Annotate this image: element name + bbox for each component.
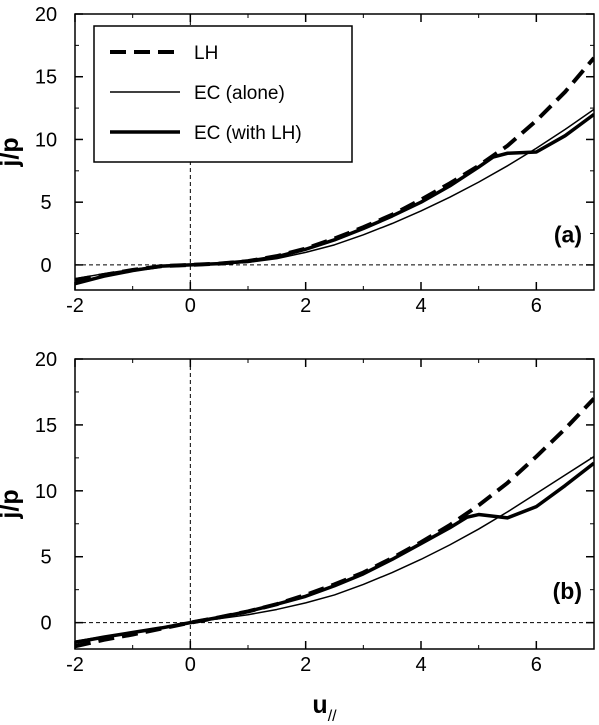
x-tick-label: 0	[185, 295, 196, 317]
x-tick-label: 6	[531, 654, 542, 676]
y-tick-label: 5	[40, 192, 51, 214]
panel-a: -2 0 2 4 6 0 5 10 15 20 j/p (a) LH EC (alone) EC (with…	[0, 4, 595, 317]
y-tick-label: 0	[40, 613, 51, 635]
y-axis-label: j/p	[0, 137, 24, 167]
panel-label: (a)	[554, 221, 582, 247]
x-tick-label: 2	[300, 654, 311, 676]
series-group	[75, 56, 594, 286]
y-tick-label: 15	[35, 415, 57, 437]
legend: LH EC (alone) EC (with LH)	[93, 25, 353, 163]
plot-frame	[74, 358, 595, 650]
x-axis-label: u//	[312, 691, 337, 725]
legend-entry-label: LH	[194, 43, 218, 64]
y-tick-label: 20	[35, 349, 57, 371]
y-tick-label: 0	[40, 255, 51, 277]
series-group	[75, 397, 594, 649]
x-tick-label: 6	[531, 295, 542, 317]
x-tick-label: 2	[300, 295, 311, 317]
y-tick-label: 15	[35, 67, 57, 89]
series-line-ec-with-lh	[75, 461, 594, 645]
panel-label: (b)	[553, 578, 582, 604]
x-tick-label: -2	[66, 654, 84, 676]
x-tick-label: 4	[415, 654, 426, 676]
legend-box	[93, 25, 353, 163]
y-tick-label: 20	[35, 4, 57, 26]
y-tick-label: 5	[40, 547, 51, 569]
x-tick-label: 4	[415, 295, 426, 317]
x-tick-label: -2	[66, 295, 84, 317]
y-tick-label: 10	[35, 481, 57, 503]
series-line-lh	[75, 397, 594, 649]
x-tick-label: 0	[185, 654, 196, 676]
panel-b: -2 0 2 4 6 0 5 10 15 20 j/p u// (b)	[0, 349, 595, 725]
y-tick-label: 10	[35, 129, 57, 151]
legend-entry-label: EC (alone)	[194, 83, 285, 104]
plot-frame	[74, 13, 595, 291]
legend-entry-label: EC (with LH)	[194, 123, 302, 144]
y-axis-label: j/p	[0, 489, 24, 519]
series-line-ec-alone	[75, 455, 594, 642]
series-line-ec-with-lh	[75, 112, 594, 286]
